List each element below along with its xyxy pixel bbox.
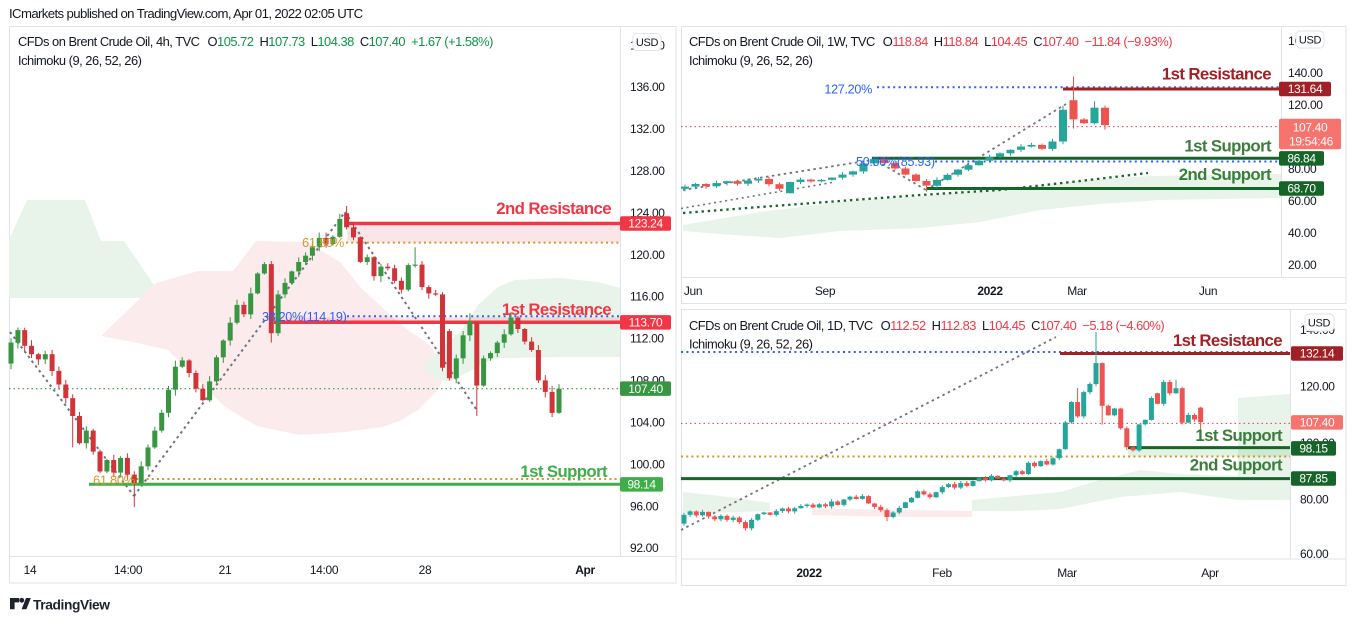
svg-text:86.84: 86.84 <box>1287 152 1316 166</box>
svg-text:Jun: Jun <box>1199 284 1217 298</box>
svg-text:116.00: 116.00 <box>630 290 664 304</box>
svg-text:1st Support: 1st Support <box>520 462 608 481</box>
svg-text:28: 28 <box>419 563 432 577</box>
svg-text:38.20%(114.19): 38.20%(114.19) <box>262 310 347 324</box>
svg-text:50.00%(85.93): 50.00%(85.93) <box>856 155 935 169</box>
svg-text:2nd Resistance: 2nd Resistance <box>496 199 611 218</box>
svg-text:61.80%: 61.80% <box>302 235 345 250</box>
svg-text:98.14: 98.14 <box>627 478 656 492</box>
svg-text:2nd Support: 2nd Support <box>1179 165 1272 184</box>
svg-text:Mar: Mar <box>1067 284 1087 298</box>
svg-text:120.00: 120.00 <box>630 248 665 262</box>
svg-text:60.00: 60.00 <box>1288 194 1317 208</box>
svg-text:Sep: Sep <box>815 284 836 298</box>
svg-text:80.00: 80.00 <box>1300 493 1329 507</box>
svg-text:2022: 2022 <box>977 284 1003 298</box>
svg-text:107.40: 107.40 <box>1300 416 1335 430</box>
svg-text:1st Resistance: 1st Resistance <box>502 300 611 319</box>
svg-text:14: 14 <box>24 563 37 577</box>
svg-text:Feb: Feb <box>932 566 952 580</box>
svg-text:Ichimoku (9, 26, 52, 26): Ichimoku (9, 26, 52, 26) <box>689 53 813 68</box>
svg-text:1st Resistance: 1st Resistance <box>1173 331 1282 350</box>
svg-text:Jun: Jun <box>684 284 702 298</box>
svg-text:20.00: 20.00 <box>1288 258 1317 272</box>
svg-text:136.00: 136.00 <box>630 80 665 94</box>
svg-text:113.70: 113.70 <box>629 316 663 330</box>
svg-text:132.14: 132.14 <box>1300 347 1335 361</box>
svg-text:21: 21 <box>219 563 232 577</box>
svg-text:Ichimoku (9, 26, 52, 26): Ichimoku (9, 26, 52, 26) <box>689 337 813 352</box>
svg-text:USD: USD <box>1299 35 1322 47</box>
svg-text:127.20%: 127.20% <box>824 83 872 97</box>
svg-text:107.40: 107.40 <box>1293 121 1328 135</box>
svg-text:1st Support: 1st Support <box>1195 426 1283 445</box>
svg-text:104.00: 104.00 <box>630 416 665 430</box>
svg-text:61.80%: 61.80% <box>93 473 136 488</box>
svg-text:19:54:46: 19:54:46 <box>1289 134 1334 148</box>
svg-text:USD: USD <box>1308 318 1331 330</box>
svg-text:Ichimoku (9, 26, 52, 26): Ichimoku (9, 26, 52, 26) <box>18 53 142 68</box>
svg-text:98.15: 98.15 <box>1299 442 1328 456</box>
svg-text:Apr: Apr <box>1201 566 1219 580</box>
svg-text:96.00: 96.00 <box>630 499 659 513</box>
svg-text:92.00: 92.00 <box>630 541 659 555</box>
svg-text:Mar: Mar <box>1057 566 1077 580</box>
svg-text:132.00: 132.00 <box>630 122 665 136</box>
svg-text:2nd Support: 2nd Support <box>1190 456 1283 475</box>
svg-text:14:00: 14:00 <box>310 563 339 577</box>
svg-text:68.70: 68.70 <box>1287 182 1316 196</box>
svg-text:140.00: 140.00 <box>1288 66 1323 80</box>
svg-text:2022: 2022 <box>796 566 822 580</box>
svg-text:128.00: 128.00 <box>630 164 665 178</box>
svg-text:14:00: 14:00 <box>114 563 143 577</box>
svg-text:112.00: 112.00 <box>630 332 664 346</box>
svg-text:107.40: 107.40 <box>628 382 663 396</box>
svg-text:120.00: 120.00 <box>1300 380 1335 394</box>
svg-text:USD: USD <box>636 37 659 49</box>
svg-text:123.24: 123.24 <box>628 217 663 231</box>
svg-text:80.00: 80.00 <box>1288 162 1317 176</box>
svg-text:Apr: Apr <box>575 563 595 577</box>
svg-text:1st Support: 1st Support <box>1184 137 1272 156</box>
svg-text:87.85: 87.85 <box>1299 472 1328 486</box>
svg-text:120.00: 120.00 <box>1288 98 1323 112</box>
svg-text:1st Resistance: 1st Resistance <box>1162 65 1271 84</box>
svg-text:100.00: 100.00 <box>630 457 665 471</box>
svg-text:131.64: 131.64 <box>1288 82 1323 96</box>
svg-text:TradingView: TradingView <box>33 598 110 613</box>
svg-text:40.00: 40.00 <box>1288 226 1317 240</box>
svg-text:60.00: 60.00 <box>1300 547 1329 561</box>
svg-text:ICmarkets published on Trading: ICmarkets published on TradingView.com, … <box>9 6 364 21</box>
